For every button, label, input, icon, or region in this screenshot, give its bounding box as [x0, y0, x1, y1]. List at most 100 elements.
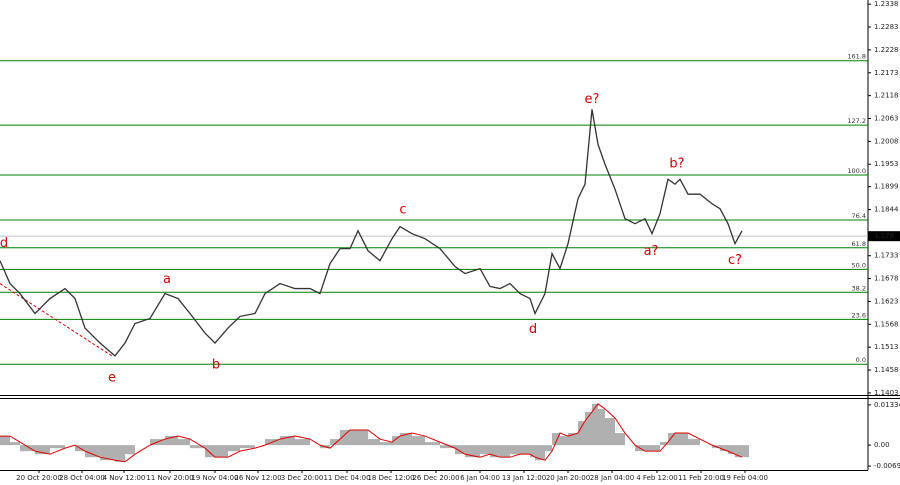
current-price-box — [868, 231, 900, 242]
x-tick-label: 4 Feb 12:00 — [636, 474, 677, 482]
histogram-bar — [85, 445, 100, 458]
histogram-bar — [0, 436, 10, 446]
x-tick-label: 20 Jan 20:00 — [546, 474, 590, 482]
current-price-label: 1.178 — [874, 232, 894, 240]
x-tick-label: 26 Dec 20:00 — [412, 474, 459, 482]
histogram-bar — [652, 445, 660, 452]
fib-label: 100.0 — [847, 167, 866, 175]
y-tick-label: 1.2338 — [874, 0, 899, 8]
histogram-bar — [380, 442, 392, 446]
histogram-bar — [400, 433, 412, 446]
x-tick-label: 11 Nov 20:00 — [146, 474, 193, 482]
histogram-bar — [178, 439, 190, 446]
fib-label: 23.6 — [852, 311, 866, 319]
wave-label: e? — [585, 92, 600, 107]
histogram-bar — [20, 445, 35, 452]
histogram-bar — [735, 445, 742, 458]
histogram-bar — [115, 445, 125, 462]
histogram-bar — [688, 439, 700, 446]
histogram-bar — [552, 433, 560, 446]
x-tick-label: 13 Jan 12:00 — [502, 474, 546, 482]
histogram-bar — [560, 436, 568, 446]
fib-label: 61.8 — [852, 240, 866, 248]
wave-label: a — [163, 272, 171, 287]
histogram-bar — [440, 445, 455, 449]
y-tick-label: 1.1513 — [874, 343, 899, 351]
histogram-bar — [358, 430, 368, 446]
x-tick-label: 19 Feb 04:00 — [722, 474, 768, 482]
histogram-bar — [10, 442, 20, 446]
wave-label: c? — [728, 253, 742, 268]
y-tick-label: 1.1733 — [874, 252, 899, 260]
y-tick-label: 1.2063 — [874, 115, 899, 123]
y-tick-label: 1.2283 — [874, 23, 899, 31]
histogram-bar — [190, 445, 205, 449]
histogram-bar — [240, 445, 255, 449]
histogram-bar — [605, 417, 615, 446]
x-tick-label: 26 Nov 12:00 — [234, 474, 281, 482]
histogram-bar — [480, 445, 490, 455]
x-tick-label: 18 Dec 12:00 — [367, 474, 414, 482]
histogram-bar — [392, 436, 400, 446]
y-tick-label: 1.2118 — [874, 92, 899, 100]
x-tick-label: 3 Dec 20:00 — [281, 474, 324, 482]
wave-label: e — [108, 370, 116, 385]
histogram-bar — [585, 411, 592, 446]
y-tick-label: 1.1844 — [874, 206, 899, 214]
histogram-bar — [490, 445, 500, 458]
y-tick-label: 1.1568 — [874, 320, 899, 328]
x-tick-label: 28 Oct 04:00 — [59, 474, 105, 482]
histogram-bar — [368, 439, 380, 446]
histogram-bar — [205, 445, 215, 458]
y-tick-label: 1.2228 — [874, 46, 899, 54]
y-tick-label: -0.00695 — [874, 462, 900, 470]
wave-label: b? — [669, 157, 684, 172]
histogram-bar — [215, 445, 228, 458]
y-tick-label: 1.1403 — [874, 389, 899, 397]
y-tick-label: 1.1899 — [874, 183, 899, 191]
x-tick-label: 11 Dec 04:00 — [323, 474, 370, 482]
histogram-bar — [720, 445, 728, 452]
histogram-bar — [578, 420, 585, 446]
fib-label: 127.2 — [847, 117, 866, 125]
histogram-bar — [340, 430, 350, 446]
fib-label: 161.8 — [847, 53, 866, 61]
histogram-bar — [280, 436, 295, 446]
histogram-bar — [228, 445, 240, 452]
histogram-bar — [455, 445, 465, 455]
histogram-bar — [50, 445, 65, 449]
histogram-bar — [598, 408, 605, 446]
x-tick-label: 19 Nov 04:00 — [191, 474, 238, 482]
wave-label: a? — [644, 244, 659, 259]
x-tick-label: 6 Jan 04:00 — [460, 474, 500, 482]
histogram-bar — [520, 445, 530, 455]
histogram-bar — [668, 433, 675, 446]
histogram-bar — [545, 445, 552, 452]
histogram-bar — [165, 436, 178, 446]
histogram-bar — [675, 433, 680, 446]
x-tick-label: 11 Feb 20:00 — [678, 474, 724, 482]
histogram-bar — [615, 433, 625, 446]
x-tick-label: 4 Nov 12:00 — [103, 474, 146, 482]
price-line — [0, 109, 743, 357]
wave-label: c — [399, 202, 406, 217]
histogram-bar — [535, 445, 545, 461]
wave-label: b — [212, 358, 220, 373]
histogram-bar — [125, 445, 135, 455]
histogram-bar — [425, 442, 440, 446]
histogram-bar — [660, 442, 668, 446]
histogram-bar — [568, 433, 578, 446]
histogram-bar — [465, 445, 480, 458]
histogram-bar — [35, 445, 50, 455]
fib-label: 0.0 — [856, 356, 866, 364]
y-tick-label: 1.2173 — [874, 69, 899, 77]
histogram-bar — [680, 433, 688, 446]
y-tick-label: 1.1623 — [874, 297, 899, 305]
y-tick-label: 1.1458 — [874, 366, 899, 374]
histogram-bar — [742, 445, 749, 458]
histogram-bar — [530, 445, 535, 458]
histogram-bar — [728, 445, 735, 455]
y-tick-label: 1.1953 — [874, 160, 899, 168]
